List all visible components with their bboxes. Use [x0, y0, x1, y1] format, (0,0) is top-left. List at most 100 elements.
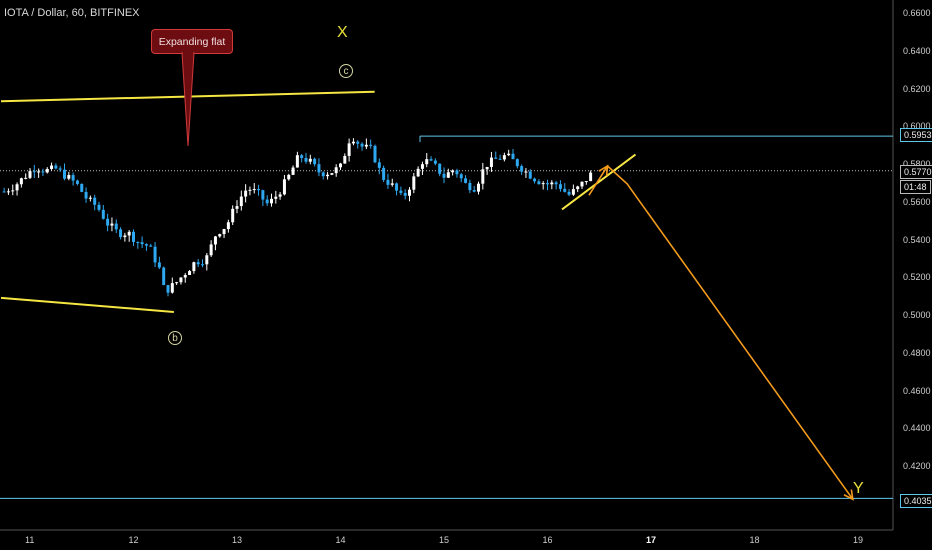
time-tick-label: 16 — [542, 535, 553, 545]
candle-body — [481, 169, 485, 184]
candle-body — [498, 158, 502, 160]
candle-body — [494, 157, 498, 159]
candle-body — [209, 244, 213, 256]
candle-body — [132, 231, 135, 242]
candle-body — [291, 167, 295, 175]
time-tick-label: 19 — [853, 535, 864, 545]
candle-body — [326, 174, 330, 177]
candle-body — [537, 181, 541, 185]
candle-body — [282, 179, 286, 195]
candle-body — [183, 275, 187, 278]
candle-body — [403, 192, 407, 196]
candle-body — [15, 184, 19, 191]
candle-body — [162, 267, 166, 286]
candle-body — [157, 262, 161, 268]
price-tick-label: 0.4400 — [903, 423, 931, 434]
candle-body — [399, 190, 403, 193]
candle-body — [515, 159, 519, 167]
trendline-upper — [0, 90, 375, 103]
candle-body — [442, 173, 446, 178]
candle-body — [97, 204, 101, 210]
time-tick-label: 17 — [646, 535, 657, 545]
candle-body — [567, 191, 571, 195]
projection-path — [588, 164, 854, 500]
candle-body — [347, 143, 351, 156]
candle-body — [468, 182, 472, 191]
candle-body — [438, 163, 442, 174]
candle-body — [541, 183, 545, 185]
candle-body — [287, 174, 291, 180]
candle-body — [533, 178, 537, 182]
candle-body — [270, 198, 273, 204]
time-tick-label: 11 — [25, 535, 35, 545]
last-price-badge: 0.5770 — [900, 165, 932, 179]
candle-body — [334, 167, 338, 174]
candle-body — [382, 167, 386, 180]
candle-body — [54, 165, 58, 169]
candle-body — [153, 246, 157, 263]
candle-body — [6, 191, 10, 193]
candle-body — [80, 183, 84, 192]
candle-body — [558, 184, 562, 189]
candle-body — [244, 190, 248, 197]
trendline-wedge — [561, 153, 637, 211]
candle-body — [192, 262, 196, 272]
candle-body — [110, 223, 114, 226]
candle-body — [114, 223, 118, 230]
level-badge-lower: 0.4035 — [900, 494, 932, 508]
candle-body — [339, 163, 342, 168]
candle-body — [261, 190, 265, 200]
candle-body — [451, 170, 455, 173]
candle-body — [149, 245, 153, 247]
candle-body — [360, 143, 364, 147]
candle-body — [28, 171, 32, 178]
time-tick-label: 13 — [232, 535, 243, 545]
candle-body — [11, 190, 15, 192]
candle-body — [235, 206, 239, 209]
candle-body — [179, 277, 183, 283]
price-tick-label: 0.4200 — [903, 461, 931, 472]
price-tick-label: 0.4800 — [903, 347, 931, 358]
candle-body — [231, 208, 235, 223]
candle-body — [390, 183, 394, 185]
wave-label-y: Y — [853, 480, 864, 497]
price-tick-label: 0.5800 — [903, 159, 931, 169]
candle-body — [239, 196, 243, 207]
price-tick-label: 0.5000 — [903, 310, 931, 321]
candle-body — [412, 176, 416, 190]
candle-body — [101, 209, 105, 219]
candle-body — [446, 172, 450, 178]
candle-body — [416, 168, 420, 177]
candle-body — [584, 181, 588, 183]
candle-body — [37, 171, 41, 173]
candle-body — [524, 171, 528, 173]
candle-body — [351, 141, 355, 144]
candle-body — [550, 182, 554, 185]
candle-body — [213, 236, 217, 245]
candle-body — [321, 172, 325, 177]
candle-body — [75, 180, 79, 184]
candle-body — [201, 264, 204, 266]
price-tick-label: 0.5600 — [903, 196, 931, 207]
candle-body — [300, 155, 304, 158]
time-tick-label: 15 — [439, 535, 450, 545]
candle-body — [528, 171, 532, 179]
candle-body — [395, 183, 399, 191]
candle-body — [472, 190, 476, 192]
time-tick-label: 18 — [749, 535, 760, 545]
price-tick-label: 0.5400 — [903, 234, 931, 245]
price-tick-label: 0.5200 — [903, 272, 931, 283]
candle-body — [41, 171, 45, 173]
price-tick-label: 0.4600 — [903, 385, 931, 396]
symbol-title[interactable]: IOTA / Dollar, 60, BITFINEX — [4, 7, 140, 19]
candle-body — [308, 158, 312, 162]
candle-body — [343, 155, 347, 164]
candle-body — [563, 188, 567, 192]
candle-body — [50, 165, 54, 169]
price-tick-label: 0.6000 — [903, 121, 931, 132]
candle-body — [330, 173, 334, 175]
candle-body — [170, 283, 174, 293]
candle-body — [188, 271, 192, 276]
trendline-lower — [0, 296, 174, 313]
